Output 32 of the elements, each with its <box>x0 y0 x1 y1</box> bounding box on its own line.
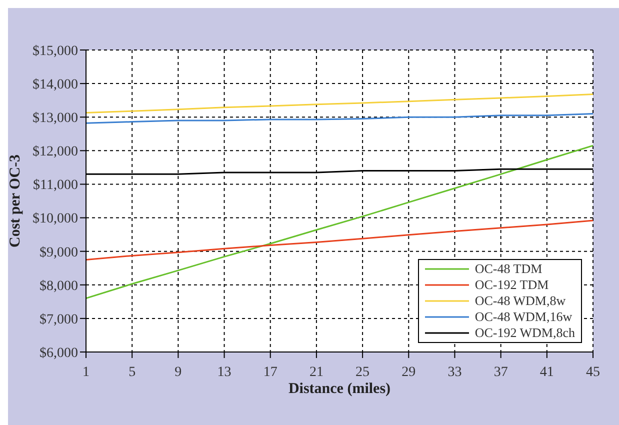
x-tick-label: 17 <box>263 364 278 380</box>
y-tick-label: $7,000 <box>40 312 78 328</box>
x-tick-label: 37 <box>494 364 508 380</box>
x-tick-label: 45 <box>586 364 600 380</box>
legend-label: OC-48 WDM,8w <box>474 293 566 309</box>
y-tick-label: $9,000 <box>40 245 78 260</box>
y-tick-label: $10,000 <box>32 212 78 227</box>
x-tick-label: 1 <box>82 364 90 380</box>
x-tick-label: 5 <box>128 364 136 380</box>
y-tick-label: $12,000 <box>32 144 78 160</box>
legend-label: OC-192 WDM,8ch <box>474 325 575 341</box>
legend-label: OC-48 WDM,16w <box>474 309 572 325</box>
line-series <box>86 113 593 124</box>
x-tick-label: 41 <box>540 364 554 380</box>
y-tick-label: $13,000 <box>32 111 78 126</box>
legend-label: OC-48 TDM <box>474 261 542 277</box>
y-tick-label: $14,000 <box>32 78 78 93</box>
y-tick-label: $8,000 <box>40 278 78 294</box>
x-tick-label: 33 <box>448 364 462 380</box>
y-tick-label: $15,000 <box>32 44 78 59</box>
line-series <box>86 94 593 114</box>
x-tick-label: 21 <box>309 364 324 380</box>
x-tick-label: 29 <box>402 364 416 380</box>
x-tick-label: 25 <box>356 364 370 380</box>
line-series <box>86 220 593 260</box>
y-tick-label: $11,000 <box>33 178 78 194</box>
x-tick-label: 9 <box>174 364 182 380</box>
y-axis-title: Cost per OC-3 <box>7 154 24 248</box>
y-tick-label: $6,000 <box>40 346 78 361</box>
x-axis-title: Distance (miles) <box>288 381 391 397</box>
x-tick-label: 13 <box>217 364 232 380</box>
legend-label: OC-192 TDM <box>474 277 549 293</box>
